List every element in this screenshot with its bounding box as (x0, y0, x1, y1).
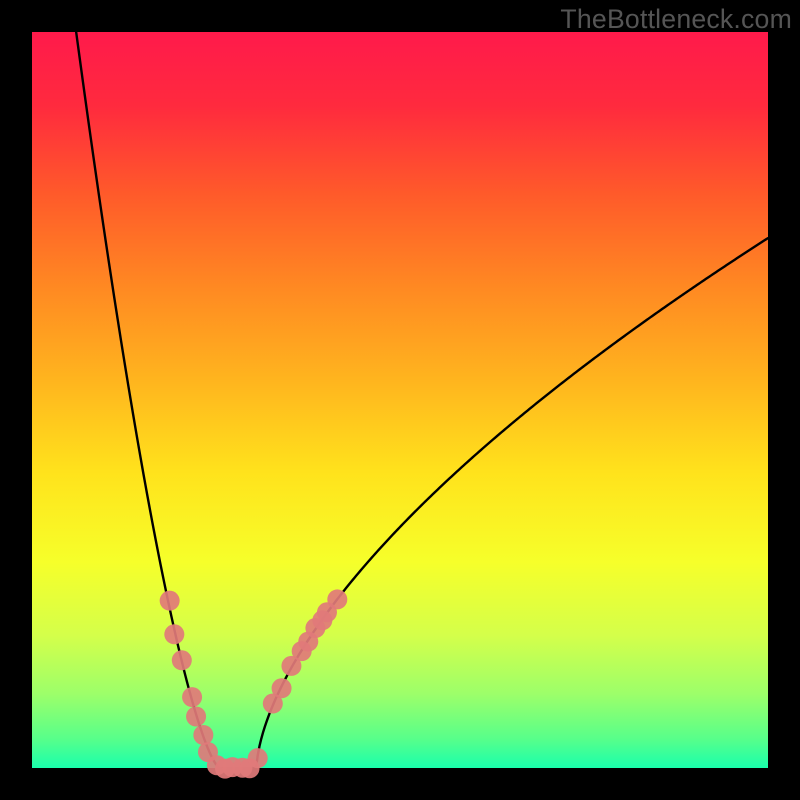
curve-marker (182, 687, 202, 707)
curve-marker (272, 678, 292, 698)
curve-marker (160, 591, 180, 611)
curve-marker (164, 624, 184, 644)
curve-marker (327, 589, 347, 609)
curve-marker (186, 707, 206, 727)
gradient-background (32, 32, 768, 768)
curve-marker (248, 748, 268, 768)
curve-marker (193, 725, 213, 745)
chart-svg (0, 0, 800, 800)
curve-marker (172, 650, 192, 670)
stage: TheBottleneck.com (0, 0, 800, 800)
